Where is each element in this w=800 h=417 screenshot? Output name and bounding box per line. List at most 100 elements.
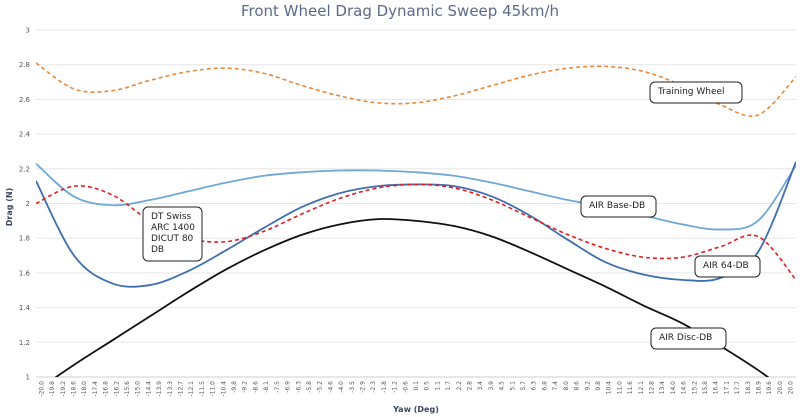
annotation-label: AIR Base-DB <box>589 201 645 211</box>
x-tick-label: 11.0 <box>616 381 623 395</box>
x-tick-label: -10.4 <box>220 381 227 397</box>
x-tick-label: 8.6 <box>574 381 581 391</box>
x-tick-label: -11.0 <box>210 381 217 397</box>
y-tick-label: 2.2 <box>19 165 30 173</box>
x-tick-label: -18.0 <box>81 381 88 397</box>
x-axis-ticks: -20.0 -19.8 -19.2 -18.6 -18.0 -17.4 -16.8 -16.2… <box>38 381 794 397</box>
x-tick-label: 9.2 <box>584 381 591 391</box>
x-tick-label: -3.5 <box>349 381 356 393</box>
x-tick-label: 16.4 <box>713 381 720 395</box>
x-tick-label: -13.9 <box>156 381 163 397</box>
x-tick-label: 10.4 <box>606 381 613 395</box>
annotation-label: DICUT 80 <box>151 234 194 244</box>
annotation-box <box>650 327 727 350</box>
x-tick-label: 1.7 <box>445 381 452 391</box>
x-tick-label: -13.3 <box>167 381 174 397</box>
x-tick-label: 17.7 <box>734 381 741 395</box>
x-tick-label: -9.8 <box>231 381 238 393</box>
x-tick-label: -20.0 <box>38 381 45 397</box>
x-tick-label: -16.8 <box>103 381 110 397</box>
x-tick-label: 11.6 <box>627 381 634 395</box>
x-tick-label: -2.9 <box>359 381 366 393</box>
y-tick-label: 2.6 <box>19 96 31 104</box>
y-axis-title: Drag (N) <box>5 188 14 227</box>
x-tick-label: -18.6 <box>70 381 77 397</box>
x-tick-label: -12.7 <box>178 381 185 397</box>
x-tick-label: -11.5 <box>199 381 206 397</box>
x-tick-label: 1.1 <box>434 381 441 391</box>
y-axis-ticks: 1 1.2 1.4 1.6 1.8 2 2.2 2.4 2.6 2.8 3 <box>19 27 31 382</box>
annotation-box <box>142 206 203 262</box>
x-tick-label: 2.8 <box>467 381 474 391</box>
x-tick-label: -8.1 <box>263 381 270 393</box>
x-tick-label: -16.2 <box>113 381 120 397</box>
y-tick-label: 1.8 <box>19 235 30 243</box>
x-tick-label: 6.3 <box>531 381 538 391</box>
x-tick-label: 20.0 <box>788 381 795 395</box>
x-tick-label: -1.2 <box>392 381 399 393</box>
y-tick-label: 2 <box>26 200 30 208</box>
y-tick-label: 1.6 <box>19 269 31 277</box>
x-tick-label: -1.8 <box>381 381 388 393</box>
x-tick-label: 20.0 <box>777 381 784 395</box>
x-tick-label: 9.8 <box>595 381 602 391</box>
x-tick-label: 3.4 <box>477 381 484 391</box>
x-tick-label: 5.7 <box>520 381 527 391</box>
annotation-air-disc-db: AIR Disc-DB <box>650 327 727 350</box>
x-tick-label: 17.1 <box>723 381 730 395</box>
x-tick-label: 0.5 <box>424 381 431 391</box>
x-tick-label: 7.4 <box>552 381 559 391</box>
x-tick-label: 0.1 <box>413 381 420 391</box>
annotation-label: AIR 64-DB <box>703 261 749 271</box>
x-axis-title: Yaw (Deg) <box>392 405 439 414</box>
x-tick-label: 19.6 <box>766 381 773 395</box>
annotation-label: Training Wheel <box>657 87 725 97</box>
x-tick-label: 5.1 <box>509 381 516 391</box>
x-tick-label: 8.0 <box>563 381 570 391</box>
annotation-label: AIR Disc-DB <box>659 333 712 343</box>
grid-lines <box>36 29 796 343</box>
x-tick-label: -17.4 <box>92 381 99 397</box>
x-tick-label: 12.1 <box>638 381 645 395</box>
series-annotations: Training Wheel AIR Base-DB AIR 64-DB AIR Di… <box>142 81 761 350</box>
annotation-label: DB <box>151 245 164 255</box>
x-tick-label: 18.9 <box>756 381 763 395</box>
x-tick-label: 15.8 <box>702 381 709 395</box>
annotation-air-base-db: AIR Base-DB <box>580 195 657 218</box>
x-tick-label: 3.9 <box>488 381 495 391</box>
x-tick-label: -2.3 <box>370 381 377 393</box>
x-tick-label: 12.8 <box>648 381 655 395</box>
x-tick-label: -9.2 <box>242 381 249 393</box>
x-tick-label: -8.6 <box>252 381 259 393</box>
x-tick-label: -12.1 <box>188 381 195 397</box>
x-tick-label: 13.4 <box>659 381 666 395</box>
x-tick-label: -6.9 <box>285 381 292 393</box>
annotation-air-64-db: AIR 64-DB <box>694 255 761 278</box>
x-tick-label: -15.6 <box>124 381 131 397</box>
y-tick-label: 1.2 <box>19 339 30 347</box>
series-line-air-base-db <box>36 162 796 231</box>
x-tick-label: -19.2 <box>60 381 67 397</box>
series-line-air-disc-db <box>54 218 770 377</box>
chart-title: Front Wheel Drag Dynamic Sweep 45km/h <box>241 2 559 20</box>
x-tick-label: 18.3 <box>745 381 752 395</box>
y-tick-label: 2.8 <box>19 61 30 69</box>
x-tick-label: -15.0 <box>135 381 142 397</box>
x-tick-label: -4.6 <box>327 381 334 393</box>
x-tick-label: 15.2 <box>691 381 698 395</box>
series-line-training-wheel <box>36 62 796 117</box>
y-tick-label: 1 <box>26 374 30 382</box>
y-tick-label: 2.4 <box>19 131 31 139</box>
annotation-label: ARC 1400 <box>151 223 195 233</box>
annotation-box <box>580 195 657 218</box>
x-tick-label: -6.3 <box>295 381 302 393</box>
y-tick-label: 1.4 <box>19 304 31 312</box>
x-tick-label: 2.2 <box>456 381 463 391</box>
x-tick-label: -4.0 <box>338 381 345 393</box>
x-tick-label: -7.5 <box>274 381 281 393</box>
annotation-label: DT Swiss <box>151 212 192 222</box>
annotation-box <box>649 81 743 104</box>
x-tick-label: 6.8 <box>541 381 548 391</box>
